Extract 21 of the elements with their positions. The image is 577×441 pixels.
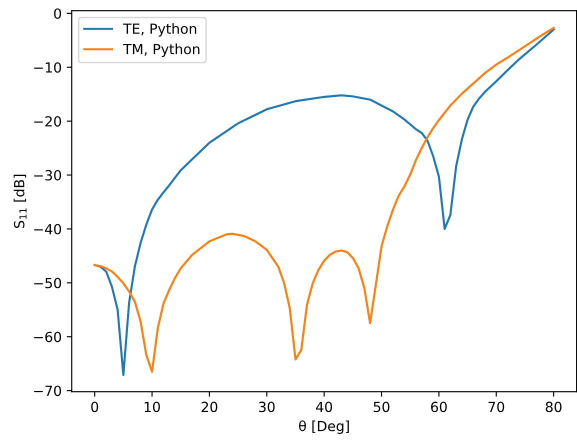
y-tick-label: −10 xyxy=(34,62,62,73)
legend-label: TM, Python xyxy=(123,44,200,57)
y-tick-label: −40 xyxy=(34,224,62,234)
x-tick-label: 40 xyxy=(316,402,332,412)
y-axis-title: S$_{11}$ [dB] xyxy=(14,174,27,228)
x-tick-label: 70 xyxy=(488,402,504,412)
y-tick-label: −60 xyxy=(34,332,62,342)
y-tick-label: −70 xyxy=(34,386,62,396)
x-tick-label: 60 xyxy=(431,402,447,412)
legend-label: TE, Python xyxy=(123,23,196,37)
y-tick-label: −20 xyxy=(34,116,62,127)
x-tick-label: 10 xyxy=(144,402,160,412)
x-tick-label: 20 xyxy=(202,402,218,412)
x-tick-label: 80 xyxy=(546,402,562,412)
y-tick-label: 0 xyxy=(54,8,62,19)
y-tick-label: −30 xyxy=(34,170,62,181)
x-tick-label: 30 xyxy=(259,402,275,412)
x-axis-title: θ [Deg] xyxy=(299,420,349,434)
y-tick-label: −50 xyxy=(34,278,62,288)
x-tick-label: 0 xyxy=(91,402,98,412)
x-tick-label: 50 xyxy=(374,402,390,412)
